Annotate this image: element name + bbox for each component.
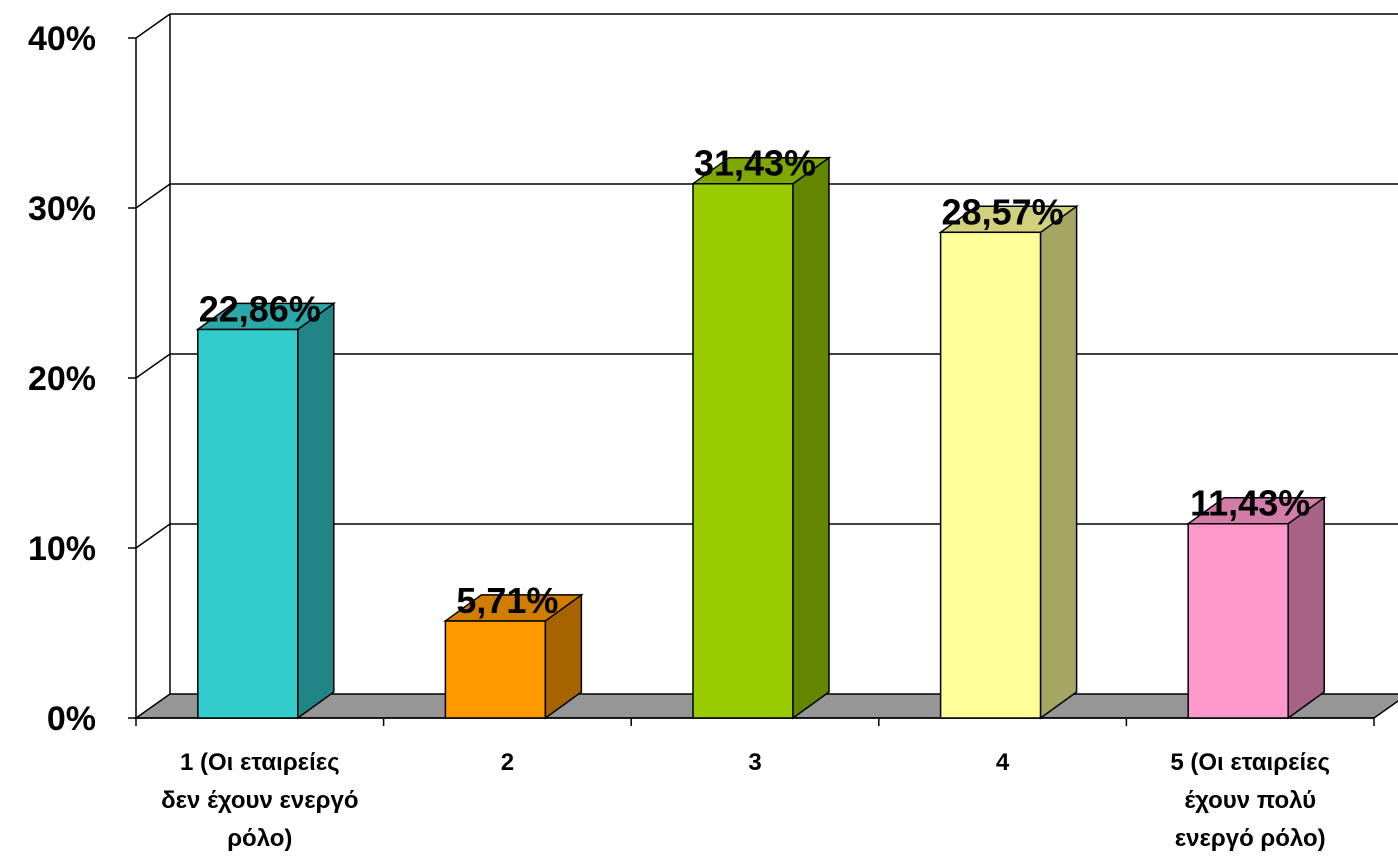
- bar: [195, 301, 337, 720]
- bar-top: [690, 156, 832, 185]
- y-tick-label: 30%: [28, 190, 96, 228]
- bar-front: [444, 620, 547, 719]
- gridline-side: [135, 183, 171, 209]
- bar: [1185, 496, 1327, 720]
- bar-top: [195, 302, 337, 331]
- bar-top: [938, 205, 1079, 234]
- x-tick-label: 5 (Οι εταιρείες έχουν πολύ ενεργό ρόλο): [1170, 749, 1330, 852]
- x-tick-label: 1 (Οι εταιρείες δεν έχουν ενεργό ρόλο): [161, 749, 358, 852]
- bar: [443, 593, 584, 720]
- y-tick-label: 40%: [28, 20, 96, 58]
- gridline-side: [135, 523, 171, 549]
- bar-side: [297, 301, 335, 720]
- bar: [690, 156, 832, 720]
- bar-front: [692, 182, 794, 719]
- bar-front: [197, 328, 299, 719]
- y-axis: 0% 10% 20% 30% 40%: [28, 20, 137, 738]
- bar-top: [1185, 496, 1327, 525]
- data-labels: 22,86% 5,71% 31,43% 28,57% 11,43%: [199, 143, 1311, 621]
- y-tick-label: 10%: [28, 530, 96, 568]
- y-tick-label: 0%: [47, 700, 96, 738]
- gridline-side: [135, 353, 171, 379]
- x-tick-label: 4: [996, 749, 1010, 776]
- y-tick-label: 20%: [28, 360, 96, 398]
- bar-side: [1287, 496, 1325, 720]
- bars: [195, 156, 1327, 720]
- bar-front: [1187, 522, 1289, 719]
- bar-front: [939, 231, 1042, 719]
- x-axis: 1 (Οι εταιρείες δεν έχουν ενεργό ρόλο) 2 3 4 5…: [135, 717, 1375, 852]
- data-label: 11,43%: [1190, 483, 1310, 524]
- data-label: 5,71%: [456, 580, 558, 621]
- data-label: 31,43%: [694, 143, 816, 184]
- bar: [938, 204, 1079, 720]
- x-tick-label: 2: [501, 749, 514, 776]
- bar-side: [792, 156, 830, 720]
- bar-top: [443, 594, 584, 622]
- data-label: 22,86%: [199, 288, 321, 329]
- x-tick-label: 3: [748, 749, 761, 776]
- gridline-side: [135, 13, 171, 39]
- data-label: 28,57%: [942, 191, 1064, 232]
- bar-side: [1039, 204, 1078, 720]
